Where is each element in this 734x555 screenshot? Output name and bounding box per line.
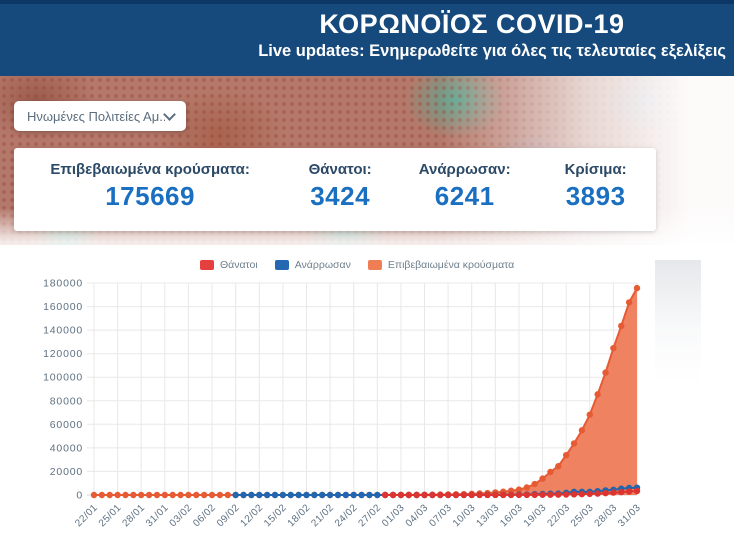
svg-text:180000: 180000 bbox=[43, 278, 83, 290]
svg-text:15/02: 15/02 bbox=[262, 502, 289, 529]
svg-text:40000: 40000 bbox=[50, 442, 83, 454]
stat-label: Θάνατοι: bbox=[308, 161, 372, 178]
country-select-value: Ηνωμένες Πολιτείες Αμ... bbox=[27, 108, 165, 124]
svg-text:100000: 100000 bbox=[43, 372, 83, 384]
header: ΚΟΡΩΝΟΪΟΣ COVID-19 Live updates: Ενημερω… bbox=[0, 0, 734, 76]
legend-item[interactable]: Θάνατοι bbox=[200, 259, 258, 271]
stat-label: Επιβεβαιωμένα κρούσματα: bbox=[50, 161, 250, 178]
svg-text:21/02: 21/02 bbox=[309, 502, 336, 529]
stat-recovered: Ανάρρωσαν: 6241 bbox=[394, 148, 535, 231]
svg-text:24/02: 24/02 bbox=[333, 502, 360, 529]
legend-swatch-icon bbox=[367, 260, 382, 270]
legend-item[interactable]: Επιβεβαιωμένα κρούσματα bbox=[367, 259, 515, 271]
page-subtitle: Live updates: Ενημερωθείτε για όλες τις … bbox=[258, 42, 726, 60]
legend-label: Ανάρρωσαν bbox=[294, 259, 351, 271]
svg-text:12/02: 12/02 bbox=[239, 502, 266, 529]
stat-label: Κρίσιμα: bbox=[564, 161, 627, 178]
svg-text:0: 0 bbox=[76, 490, 83, 502]
svg-text:60000: 60000 bbox=[50, 419, 83, 431]
stat-value: 3424 bbox=[310, 181, 371, 211]
svg-text:31/03: 31/03 bbox=[616, 502, 643, 529]
stat-confirmed: Επιβεβαιωμένα κρούσματα: 175669 bbox=[14, 148, 286, 231]
svg-text:31/01: 31/01 bbox=[144, 502, 171, 529]
svg-text:25/03: 25/03 bbox=[569, 502, 596, 529]
svg-text:09/02: 09/02 bbox=[215, 502, 242, 529]
svg-text:22/01: 22/01 bbox=[73, 502, 100, 529]
legend-item[interactable]: Ανάρρωσαν bbox=[274, 259, 351, 271]
svg-text:120000: 120000 bbox=[43, 348, 83, 360]
svg-text:10/03: 10/03 bbox=[451, 502, 478, 529]
svg-text:04/03: 04/03 bbox=[404, 502, 431, 529]
svg-text:13/03: 13/03 bbox=[475, 502, 502, 529]
stat-value: 6241 bbox=[434, 181, 495, 211]
scroll-shadow bbox=[655, 260, 701, 385]
svg-text:03/02: 03/02 bbox=[168, 502, 195, 529]
svg-text:28/03: 28/03 bbox=[593, 502, 620, 529]
svg-text:07/03: 07/03 bbox=[427, 502, 454, 529]
country-select[interactable]: Ηνωμένες Πολιτείες Αμ... bbox=[14, 101, 186, 131]
chevron-down-icon bbox=[163, 108, 176, 121]
stat-value: 3893 bbox=[565, 181, 626, 211]
chart-legend: Θάνατοι Ανάρρωσαν Επιβεβαιωμένα κρούσματα bbox=[200, 259, 514, 271]
svg-text:06/02: 06/02 bbox=[191, 502, 218, 529]
chart-canvas: 0 20000 40000 60000 80000 100000 120000 140000 1… bbox=[43, 278, 643, 530]
svg-text:20000: 20000 bbox=[50, 466, 83, 478]
svg-text:18/02: 18/02 bbox=[286, 502, 313, 529]
svg-text:28/01: 28/01 bbox=[120, 502, 147, 529]
stat-label: Ανάρρωσαν: bbox=[418, 161, 511, 178]
stat-value: 175669 bbox=[105, 181, 195, 211]
stat-critical: Κρίσιμα: 3893 bbox=[535, 148, 656, 231]
chart: Θάνατοι Ανάρρωσαν Επιβεβαιωμένα κρούσματα … bbox=[0, 248, 734, 555]
svg-text:01/03: 01/03 bbox=[380, 502, 407, 529]
legend-swatch-icon bbox=[200, 260, 214, 270]
svg-text:80000: 80000 bbox=[50, 395, 83, 407]
svg-text:160000: 160000 bbox=[43, 301, 83, 313]
legend-label: Επιβεβαιωμένα κρούσματα bbox=[387, 259, 515, 271]
svg-text:140000: 140000 bbox=[43, 325, 83, 337]
svg-text:16/03: 16/03 bbox=[498, 502, 525, 529]
legend-label: Θάνατοι bbox=[220, 259, 258, 271]
page-title: ΚΟΡΩΝΟΪΟΣ COVID-19 bbox=[319, 9, 625, 39]
stat-deaths: Θάνατοι: 3424 bbox=[286, 148, 394, 231]
svg-text:22/03: 22/03 bbox=[545, 502, 572, 529]
legend-swatch-icon bbox=[274, 260, 289, 270]
svg-text:27/02: 27/02 bbox=[357, 502, 384, 529]
stats-card: Επιβεβαιωμένα κρούσματα: 175669 Θάνατοι:… bbox=[14, 148, 656, 231]
svg-text:25/01: 25/01 bbox=[97, 502, 124, 529]
svg-text:19/03: 19/03 bbox=[522, 502, 549, 529]
